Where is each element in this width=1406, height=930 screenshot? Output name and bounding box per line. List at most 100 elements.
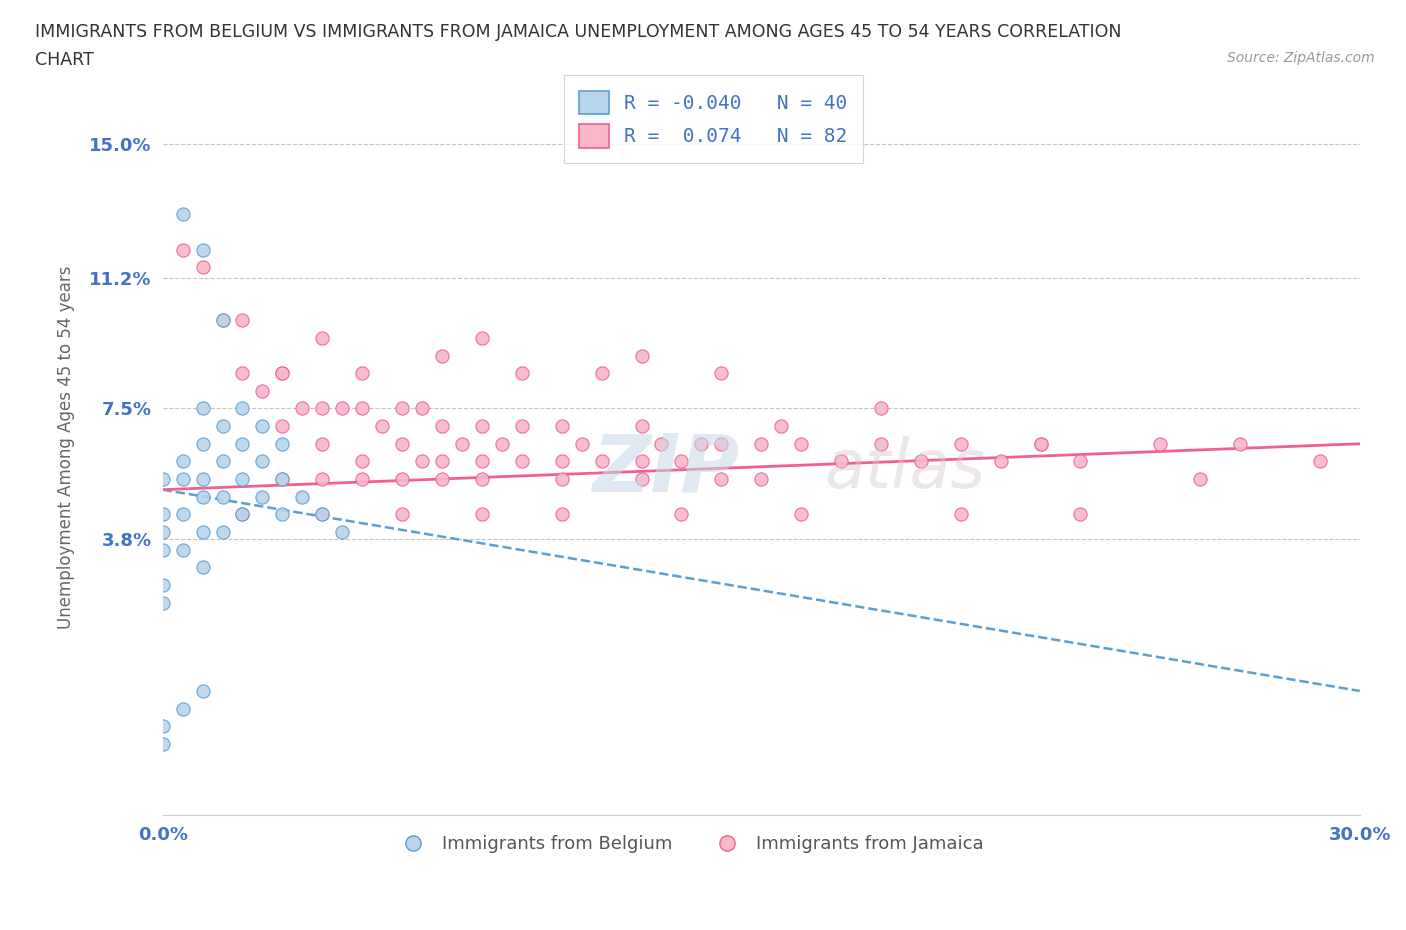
Point	[152, 507, 174, 522]
Point	[271, 472, 294, 486]
Point	[172, 454, 194, 469]
Point	[252, 489, 274, 504]
Point	[1069, 507, 1091, 522]
Point	[231, 312, 253, 327]
Point	[271, 418, 294, 433]
Point	[411, 454, 433, 469]
Point	[172, 701, 194, 716]
Point	[152, 472, 174, 486]
Point	[352, 401, 374, 416]
Point	[271, 365, 294, 380]
Point	[152, 719, 174, 734]
Point	[391, 472, 413, 486]
Point	[191, 472, 214, 486]
Point	[710, 472, 733, 486]
Point	[252, 454, 274, 469]
Point	[311, 401, 333, 416]
Point	[1029, 436, 1052, 451]
Point	[391, 401, 413, 416]
Point	[330, 401, 353, 416]
Point	[830, 454, 852, 469]
Point	[191, 684, 214, 698]
Point	[990, 454, 1012, 469]
Point	[191, 525, 214, 539]
Point	[790, 436, 813, 451]
Point	[211, 489, 233, 504]
Point	[910, 454, 932, 469]
Point	[271, 436, 294, 451]
Point	[311, 472, 333, 486]
Point	[252, 418, 274, 433]
Point	[1189, 472, 1212, 486]
Point	[551, 472, 574, 486]
Point	[391, 436, 413, 451]
Point	[430, 454, 453, 469]
Point	[411, 401, 433, 416]
Point	[311, 436, 333, 451]
Point	[551, 418, 574, 433]
Point	[430, 472, 453, 486]
Point	[231, 365, 253, 380]
Point	[471, 418, 494, 433]
Point	[311, 507, 333, 522]
Point	[710, 365, 733, 380]
Point	[191, 436, 214, 451]
Point	[949, 507, 972, 522]
Point	[152, 525, 174, 539]
Point	[571, 436, 593, 451]
Point	[191, 242, 214, 257]
Point	[271, 365, 294, 380]
Point	[591, 365, 613, 380]
Point	[271, 507, 294, 522]
Point	[630, 348, 652, 363]
Point	[252, 383, 274, 398]
Point	[471, 330, 494, 345]
Point	[211, 418, 233, 433]
Point	[1069, 454, 1091, 469]
Point	[391, 507, 413, 522]
Point	[231, 507, 253, 522]
Point	[949, 436, 972, 451]
Point	[510, 418, 533, 433]
Point	[152, 542, 174, 557]
Point	[352, 454, 374, 469]
Point	[330, 525, 353, 539]
Point	[451, 436, 474, 451]
Y-axis label: Unemployment Among Ages 45 to 54 years: Unemployment Among Ages 45 to 54 years	[58, 266, 75, 629]
Point	[211, 312, 233, 327]
Point	[291, 401, 314, 416]
Text: IMMIGRANTS FROM BELGIUM VS IMMIGRANTS FROM JAMAICA UNEMPLOYMENT AMONG AGES 45 TO: IMMIGRANTS FROM BELGIUM VS IMMIGRANTS FR…	[35, 23, 1122, 41]
Point	[371, 418, 394, 433]
Point	[510, 365, 533, 380]
Point	[710, 436, 733, 451]
Point	[152, 595, 174, 610]
Point	[1029, 436, 1052, 451]
Point	[352, 365, 374, 380]
Point	[1229, 436, 1251, 451]
Point	[191, 259, 214, 274]
Text: CHART: CHART	[35, 51, 94, 69]
Text: Source: ZipAtlas.com: Source: ZipAtlas.com	[1227, 51, 1375, 65]
Point	[770, 418, 793, 433]
Point	[231, 401, 253, 416]
Point	[430, 348, 453, 363]
Point	[630, 454, 652, 469]
Point	[291, 489, 314, 504]
Point	[671, 454, 693, 469]
Point	[471, 507, 494, 522]
Point	[311, 330, 333, 345]
Point	[191, 560, 214, 575]
Point	[152, 737, 174, 751]
Point	[870, 401, 893, 416]
Point	[650, 436, 672, 451]
Point	[551, 507, 574, 522]
Point	[211, 454, 233, 469]
Point	[1309, 454, 1331, 469]
Point	[211, 525, 233, 539]
Point	[690, 436, 713, 451]
Legend: Immigrants from Belgium, Immigrants from Jamaica: Immigrants from Belgium, Immigrants from…	[388, 828, 991, 860]
Point	[172, 242, 194, 257]
Point	[352, 472, 374, 486]
Point	[1149, 436, 1171, 451]
Point	[749, 436, 772, 451]
